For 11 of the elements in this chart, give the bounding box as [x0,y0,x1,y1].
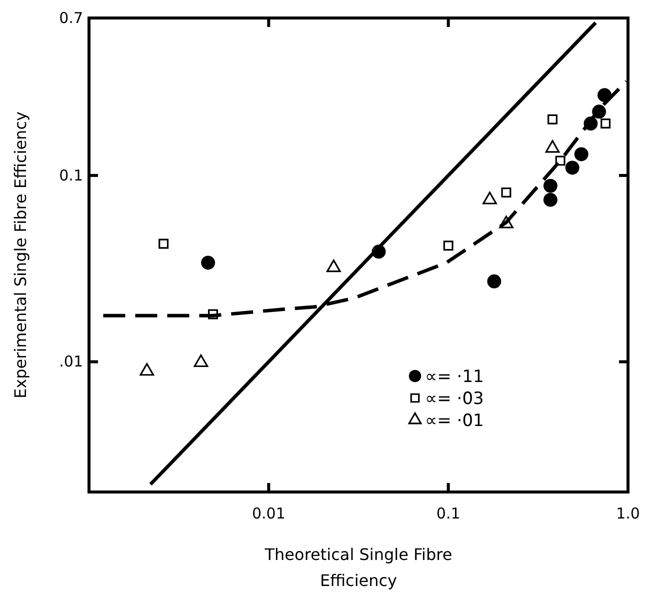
legend-label: ∝= ·11 [425,367,484,387]
legend-label: ∝= ·01 [425,411,484,431]
x-tick-label: 1.0 [616,504,640,523]
y-axis-title: Experimental Single Fibre Efficiency [11,112,30,398]
y-tick-label: .01 [59,352,83,371]
legend-label: ∝= ·03 [425,389,484,409]
x-axis-title: Theoretical Single Fibre Efficiency [264,545,452,590]
y-tick-label: 0.7 [59,8,83,27]
x-tick-label: 0.01 [252,504,286,523]
y-tick-label: 0.1 [59,166,83,184]
x-tick-label: 0.1 [436,504,460,523]
